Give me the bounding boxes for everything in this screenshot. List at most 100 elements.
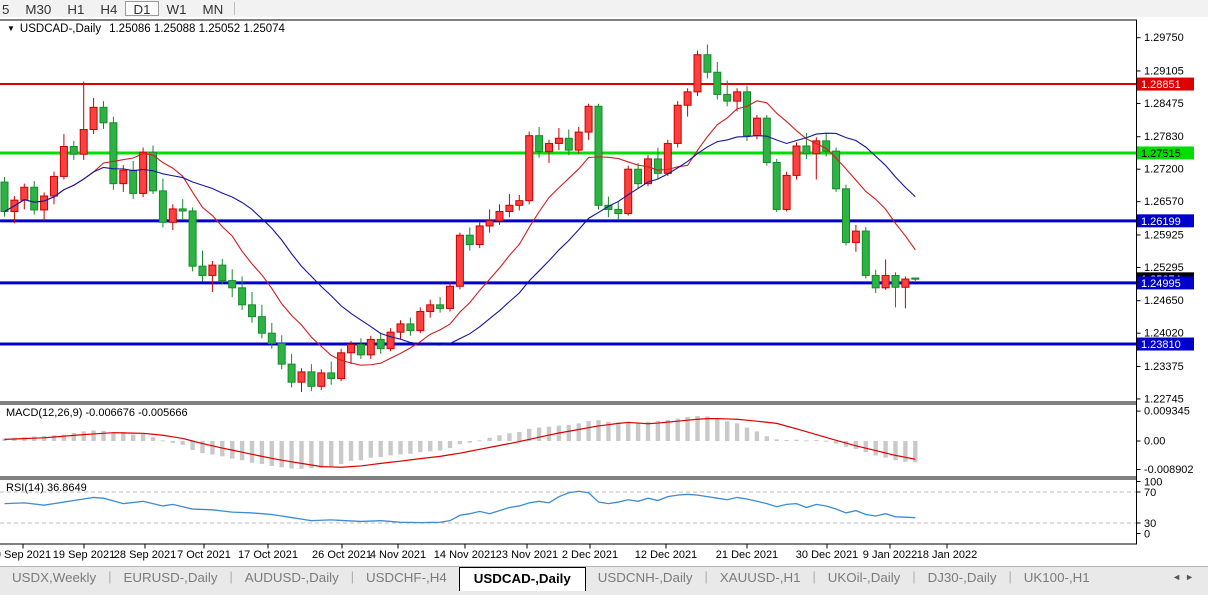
candle-body[interactable] (455, 234, 464, 287)
candle-body[interactable] (564, 137, 573, 151)
period-button-D1[interactable]: D1 (125, 1, 159, 17)
candle-body[interactable] (109, 122, 118, 185)
candle-body[interactable] (396, 323, 405, 333)
candle-body[interactable] (248, 304, 256, 318)
tab-usdchf-h4[interactable]: USDCHF-,H4 (354, 567, 459, 589)
candle-body[interactable] (762, 117, 771, 163)
tab-ukoil-daily[interactable]: UKOil-,Daily (816, 567, 913, 589)
candle-body[interactable] (733, 91, 742, 102)
tab-audusd-daily[interactable]: AUDUSD-,Daily (233, 567, 351, 589)
tab-usdcnh-daily[interactable]: USDCNH-,Daily (586, 567, 705, 589)
candle-body[interactable] (89, 106, 98, 130)
candle-body[interactable] (257, 316, 266, 334)
candle-body[interactable] (644, 158, 652, 185)
candle-body[interactable] (317, 372, 326, 387)
chart-canvas[interactable]: 1.29750 1.29105 1.28475 1.27830 1.27200 1.265… (0, 17, 1208, 566)
candle-body[interactable] (416, 311, 425, 332)
candle-body[interactable] (792, 145, 801, 176)
candle-body[interactable] (119, 169, 128, 185)
period-button-5[interactable]: 5 (0, 1, 17, 17)
candle-body[interactable] (634, 168, 643, 185)
candle-body[interactable] (139, 151, 148, 194)
candle-body[interactable] (129, 169, 138, 194)
candle-body[interactable] (901, 278, 910, 288)
candle-body[interactable] (782, 174, 791, 210)
candle-body[interactable] (653, 158, 662, 174)
period-button-MN[interactable]: MN (195, 1, 232, 17)
period-button-W1[interactable]: W1 (159, 1, 195, 17)
candle-body[interactable] (40, 195, 49, 211)
candle-body[interactable] (337, 352, 346, 380)
candle-body[interactable] (446, 285, 454, 309)
candle-body[interactable] (267, 332, 276, 345)
candle-body[interactable] (99, 106, 108, 124)
candle-body[interactable] (69, 146, 78, 155)
candle-body[interactable] (723, 93, 732, 102)
candle-body[interactable] (366, 338, 375, 356)
tab-dj30-daily[interactable]: DJ30-,Daily (916, 567, 1009, 589)
candle-body[interactable] (238, 287, 247, 306)
candle-body[interactable] (584, 105, 593, 133)
candle-body[interactable] (594, 105, 603, 206)
candle-body[interactable] (376, 338, 385, 350)
candle-body[interactable] (356, 344, 365, 356)
candle-body[interactable] (713, 71, 722, 95)
candle-body[interactable] (802, 145, 811, 155)
candle-body[interactable] (554, 137, 563, 144)
candle-body[interactable] (703, 54, 712, 73)
candle-body[interactable] (683, 91, 692, 106)
candle-body[interactable] (347, 344, 355, 354)
candle-body[interactable] (20, 186, 29, 201)
candle-body[interactable] (604, 204, 613, 210)
candle-body[interactable] (752, 117, 761, 137)
tab-xauusd-h1[interactable]: XAUUSD-,H1 (708, 567, 813, 589)
tab-usdx-weekly[interactable]: USDX,Weekly (0, 567, 108, 589)
candle-body[interactable] (842, 188, 850, 243)
candle-body[interactable] (505, 204, 514, 212)
candle-body[interactable] (574, 131, 583, 151)
candle-body[interactable] (297, 371, 306, 383)
candle-body[interactable] (475, 225, 484, 245)
candle-body[interactable] (693, 54, 702, 93)
candle-body[interactable] (673, 104, 682, 144)
candle-body[interactable] (881, 274, 890, 289)
candle-body[interactable] (812, 140, 821, 155)
candle-body[interactable] (0, 181, 9, 212)
candle-body[interactable] (743, 91, 751, 137)
candle-body[interactable] (861, 230, 870, 276)
candle-body[interactable] (871, 274, 880, 289)
tab-eurusd-daily[interactable]: EURUSD-,Daily (111, 567, 229, 589)
candle-body[interactable] (772, 161, 781, 210)
tab-scroll-right-icon[interactable]: ► (1185, 572, 1198, 582)
candle-body[interactable] (218, 264, 227, 282)
candle-body[interactable] (198, 265, 207, 276)
candle-body[interactable] (327, 372, 336, 380)
candle-body[interactable] (277, 343, 286, 365)
candle-body[interactable] (158, 190, 167, 223)
candle-body[interactable] (406, 323, 415, 332)
candle-body[interactable] (386, 331, 395, 350)
candle-body[interactable] (178, 208, 187, 212)
candle-body[interactable] (50, 175, 58, 197)
candle-body[interactable] (822, 140, 831, 152)
chart-area[interactable]: ▼ USDCAD-,Daily 1.25086 1.25088 1.25052 1.… (0, 17, 1208, 566)
candle-body[interactable] (307, 371, 316, 387)
period-button-H4[interactable]: H4 (92, 1, 125, 17)
candle-body[interactable] (851, 230, 860, 243)
candle-body[interactable] (228, 280, 237, 289)
tab-scroll-left-icon[interactable]: ◄ (1172, 572, 1186, 582)
candle-body[interactable] (624, 168, 633, 215)
candle-body[interactable] (545, 142, 553, 153)
candle-body[interactable] (515, 200, 524, 206)
candle-body[interactable] (495, 210, 504, 222)
candle-body[interactable] (525, 135, 534, 202)
candle-body[interactable] (832, 150, 841, 190)
candle-body[interactable] (891, 274, 900, 288)
candle-body[interactable] (535, 135, 544, 153)
tab-uk100-h1[interactable]: UK100-,H1 (1012, 567, 1102, 589)
candle-body[interactable] (208, 264, 217, 276)
candle-body[interactable] (911, 277, 920, 280)
candle-body[interactable] (287, 363, 296, 383)
candle-body[interactable] (59, 146, 68, 177)
candle-body[interactable] (426, 304, 435, 313)
